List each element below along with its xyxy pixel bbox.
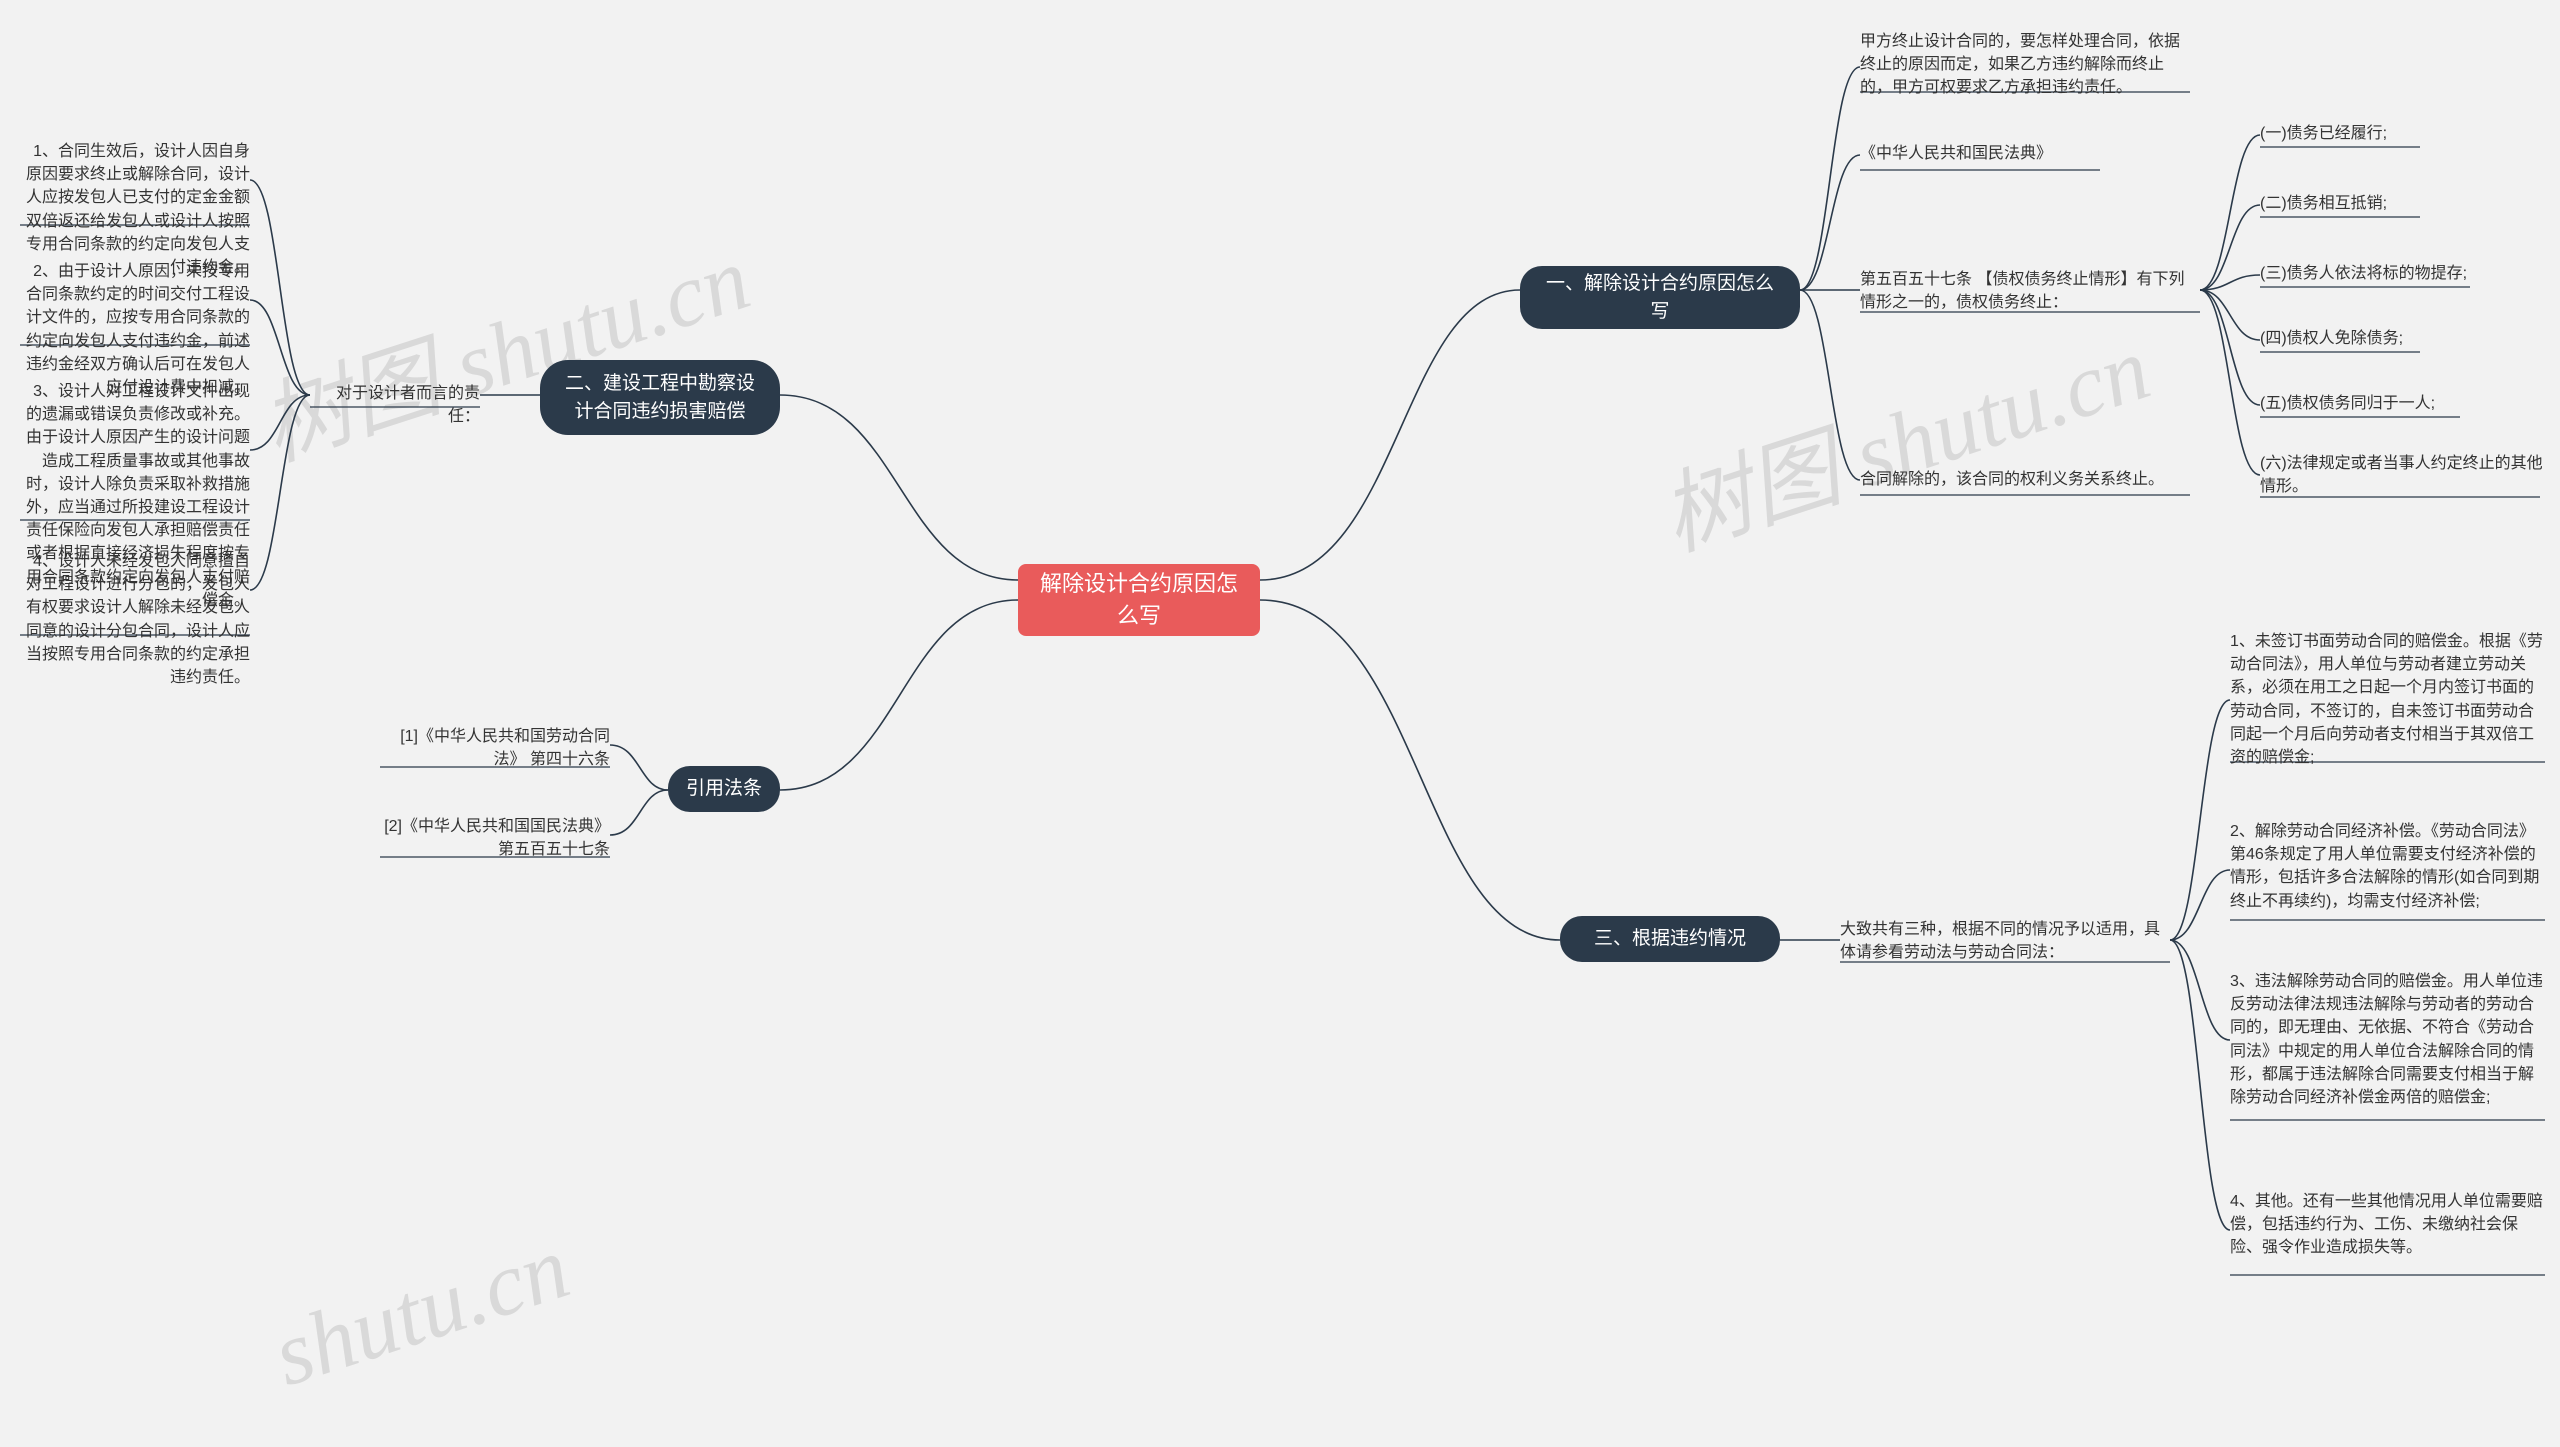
left2-sub-1: 2、由于设计人原因，未按专用合同条款约定的时间交付工程设计文件的，应按专用合同条… xyxy=(20,260,250,399)
right3-sub-1: 2、解除劳动合同经济补偿。《劳动合同法》第46条规定了用人单位需要支付经济补偿的… xyxy=(2230,820,2545,913)
branch-right1[interactable]: 一、解除设计合约原因怎么写 xyxy=(1520,266,1800,329)
right1-leaf-3: 合同解除的，该合同的权利义务关系终止。 xyxy=(1860,468,2190,491)
right3-sub-2: 3、违法解除劳动合同的赔偿金。用人单位违反劳动法律法规违法解除与劳动者的劳动合同… xyxy=(2230,970,2545,1109)
left2-inner: 对于设计者而言的责任： xyxy=(310,382,480,428)
branch-leftref[interactable]: 引用法条 xyxy=(668,766,780,812)
right1-leaf-1: 《中华人民共和国民法典》 xyxy=(1860,142,2100,165)
right1-sub-2: (三)债务人依法将标的物提存; xyxy=(2260,262,2540,285)
left2-sub-3: 4、设计人未经发包人同意擅自对工程设计进行分包的，发包人有权要求设计人解除未经发… xyxy=(20,550,250,689)
right1-sub-5: (六)法律规定或者当事人约定终止的其他情形。 xyxy=(2260,452,2550,498)
right3-sub-3: 4、其他。还有一些其他情况用人单位需要赔偿，包括违约行为、工伤、未缴纳社会保险、… xyxy=(2230,1190,2545,1260)
watermark-1: 树图 shutu.cn xyxy=(242,205,762,485)
right1-leaf-0: 甲方终止设计合同的，要怎样处理合同，依据终止的原因而定，如果乙方违约解除而终止的… xyxy=(1860,30,2190,100)
root-node[interactable]: 解除设计合约原因怎么写 xyxy=(1018,564,1260,636)
right3-sub-0: 1、未签订书面劳动合同的赔偿金。根据《劳动合同法》，用人单位与劳动者建立劳动关系… xyxy=(2230,630,2545,769)
left2-sub-0: 1、合同生效后，设计人因自身原因要求终止或解除合同，设计人应按发包人已支付的定金… xyxy=(20,140,250,279)
right1-leaf-2: 第五百五十七条 【债权债务终止情形】有下列情形之一的，债权债务终止： xyxy=(1860,268,2200,314)
right1-sub-0: (一)债务已经履行; xyxy=(2260,122,2520,145)
right1-sub-4: (五)债权债务同归于一人; xyxy=(2260,392,2520,415)
right1-sub-1: (二)债务相互抵销; xyxy=(2260,192,2520,215)
right1-sub-3: (四)债权人免除债务; xyxy=(2260,327,2520,350)
right3-inner: 大致共有三种，根据不同的情况予以适用，具体请参看劳动法与劳动合同法： xyxy=(1840,918,2170,964)
watermark-2: 树图 shutu.cn xyxy=(1642,295,2162,575)
leftref-leaf-0: [1]《中华人民共和国劳动合同法》 第四十六条 xyxy=(380,725,610,771)
branch-left2[interactable]: 二、建设工程中勘察设计合同违约损害赔偿 xyxy=(540,360,780,435)
branch-right3[interactable]: 三、根据违约情况 xyxy=(1560,916,1780,962)
leftref-leaf-1: [2]《中华人民共和国国民法典》 第五百五十七条 xyxy=(380,815,610,861)
watermark-3: shutu.cn xyxy=(261,1216,581,1407)
connector-layer xyxy=(0,0,2560,1447)
